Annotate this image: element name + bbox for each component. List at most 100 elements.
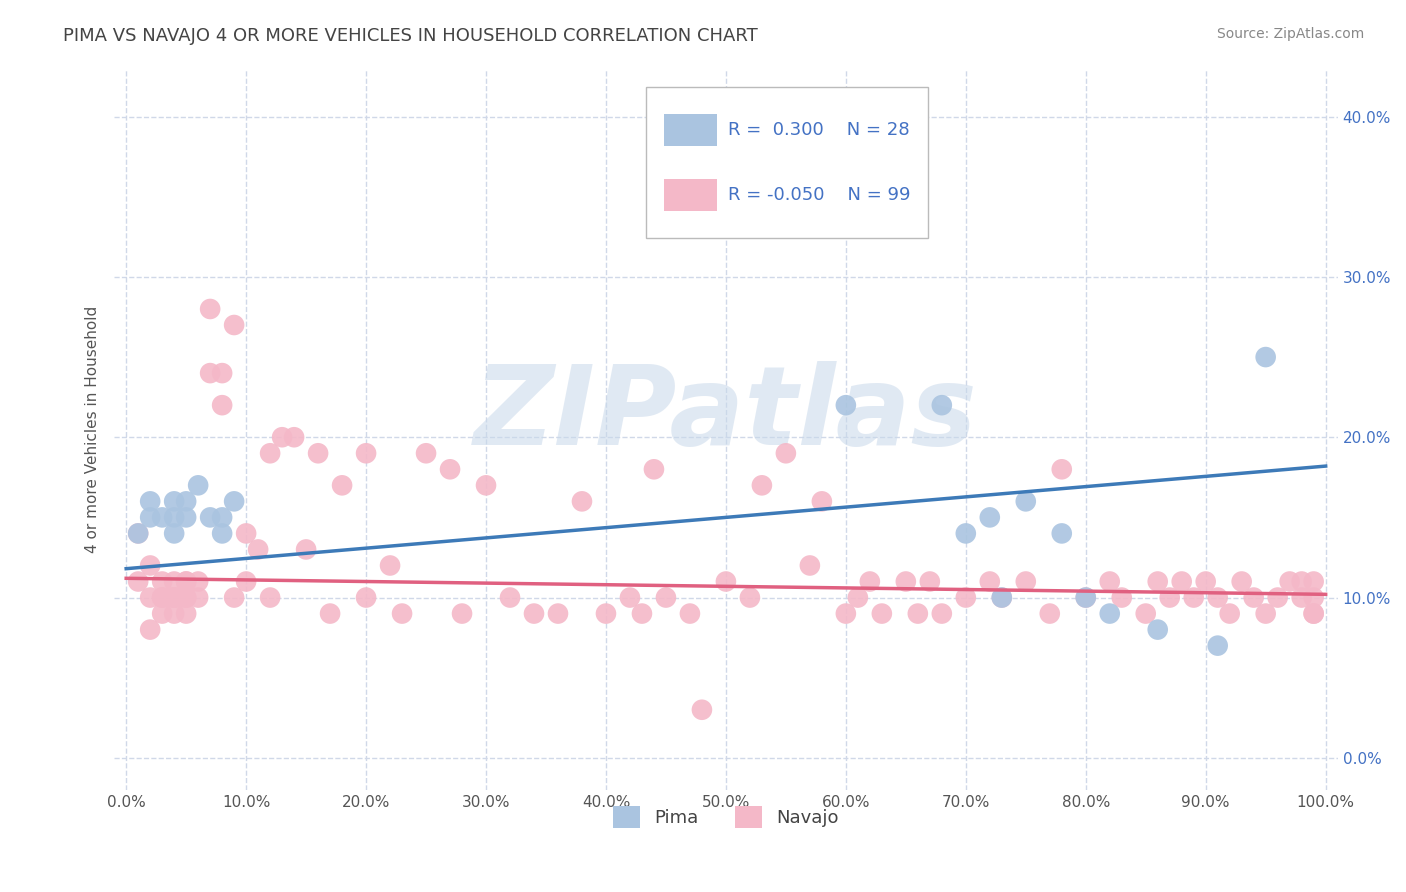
FancyBboxPatch shape [664, 179, 717, 211]
Point [955, 526, 977, 541]
Text: R =  0.300    N = 28: R = 0.300 N = 28 [728, 120, 910, 139]
Point [571, 494, 593, 508]
Point [139, 623, 162, 637]
Point [163, 591, 186, 605]
Text: ZIPatlas: ZIPatlas [474, 361, 977, 468]
Point [979, 510, 1001, 524]
Point [918, 574, 941, 589]
Point [174, 510, 197, 524]
Point [150, 591, 173, 605]
Text: PIMA VS NAVAJO 4 OR MORE VEHICLES IN HOUSEHOLD CORRELATION CHART: PIMA VS NAVAJO 4 OR MORE VEHICLES IN HOU… [63, 27, 758, 45]
Point [150, 591, 173, 605]
Point [690, 703, 713, 717]
Point [1206, 639, 1229, 653]
Point [775, 446, 797, 460]
Point [1135, 607, 1157, 621]
Point [378, 558, 401, 573]
Point [1302, 607, 1324, 621]
Point [163, 526, 186, 541]
Point [174, 494, 197, 508]
Point [1098, 607, 1121, 621]
Point [174, 591, 197, 605]
Point [283, 430, 305, 444]
Point [1159, 591, 1181, 605]
Point [1111, 591, 1133, 605]
Point [859, 206, 882, 220]
Point [150, 510, 173, 524]
Point [547, 607, 569, 621]
Point [163, 591, 186, 605]
Point [235, 526, 257, 541]
Point [224, 318, 246, 332]
Point [174, 574, 197, 589]
Point [1302, 607, 1324, 621]
Point [1254, 350, 1277, 364]
Point [870, 607, 893, 621]
Point [894, 574, 917, 589]
Point [631, 607, 654, 621]
Point [163, 510, 186, 524]
Point [174, 607, 197, 621]
Point [163, 494, 186, 508]
Point [198, 301, 221, 316]
Point [1074, 591, 1097, 605]
Point [127, 574, 149, 589]
Point [643, 462, 665, 476]
Point [415, 446, 437, 460]
Point [247, 542, 270, 557]
Point [907, 607, 929, 621]
Point [1050, 462, 1073, 476]
Point [224, 591, 246, 605]
Point [1230, 574, 1253, 589]
Point [139, 591, 162, 605]
Point [835, 607, 858, 621]
Point [931, 607, 953, 621]
Point [595, 607, 617, 621]
Point [127, 526, 149, 541]
FancyBboxPatch shape [664, 114, 717, 145]
Point [211, 510, 233, 524]
Point [1267, 591, 1289, 605]
Point [655, 591, 678, 605]
Point [259, 446, 281, 460]
Point [330, 478, 353, 492]
Point [1302, 574, 1324, 589]
Point [1291, 591, 1313, 605]
Point [259, 591, 281, 605]
Point [1278, 574, 1301, 589]
Y-axis label: 4 or more Vehicles in Household: 4 or more Vehicles in Household [86, 306, 100, 553]
Point [475, 478, 498, 492]
Point [714, 574, 737, 589]
Point [499, 591, 522, 605]
Point [1195, 574, 1218, 589]
Point [846, 591, 869, 605]
Point [811, 494, 834, 508]
Point [1243, 591, 1265, 605]
Point [1219, 607, 1241, 621]
Point [1050, 526, 1073, 541]
Legend: Pima, Navajo: Pima, Navajo [606, 798, 846, 835]
Point [127, 526, 149, 541]
Point [1098, 574, 1121, 589]
Point [307, 446, 329, 460]
Point [738, 591, 761, 605]
Point [451, 607, 474, 621]
Point [198, 366, 221, 380]
Text: R = -0.050    N = 99: R = -0.050 N = 99 [728, 186, 911, 203]
Point [955, 591, 977, 605]
Point [187, 478, 209, 492]
Point [1291, 574, 1313, 589]
Point [991, 591, 1014, 605]
Point [187, 591, 209, 605]
Point [187, 574, 209, 589]
Point [1146, 574, 1168, 589]
Point [224, 494, 246, 508]
Point [619, 591, 641, 605]
Point [931, 398, 953, 412]
Point [163, 607, 186, 621]
Text: Source: ZipAtlas.com: Source: ZipAtlas.com [1216, 27, 1364, 41]
Point [1254, 607, 1277, 621]
Point [139, 510, 162, 524]
Point [751, 478, 773, 492]
Point [150, 607, 173, 621]
